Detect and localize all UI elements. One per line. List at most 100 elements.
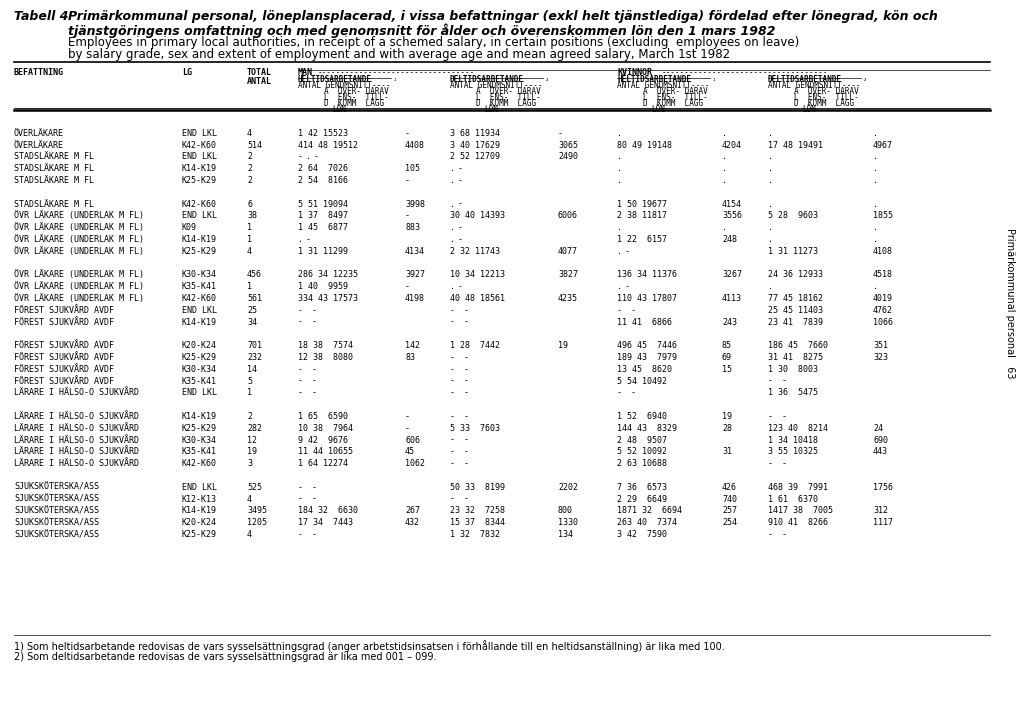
Text: 1 22  6157: 1 22 6157 [617,235,667,244]
Text: TOTAL: TOTAL [247,68,272,77]
Text: 3495: 3495 [247,506,267,515]
Text: FÖREST SJUKVÅRD AVDF: FÖREST SJUKVÅRD AVDF [14,377,114,386]
Text: DELTIDSARBETANDE: DELTIDSARBETANDE [768,75,842,84]
Text: -: - [405,212,410,221]
Text: ²: ² [546,79,548,84]
Text: 11 44 10655: 11 44 10655 [298,447,353,456]
Text: 1 34 10418: 1 34 10418 [768,436,818,444]
Text: .: . [873,223,878,232]
Text: 414 48 19512: 414 48 19512 [298,141,358,150]
Text: -: - [312,483,317,492]
Text: 4154: 4154 [722,200,742,209]
Text: .: . [722,223,727,232]
Text: 4113: 4113 [722,294,742,303]
Text: 334 43 17573: 334 43 17573 [298,294,358,303]
Text: 282: 282 [247,424,262,433]
Text: -: - [298,388,303,397]
Text: K42-K60: K42-K60 [182,200,217,209]
Text: Primärkommunal personal, löneplansplacerad, i vissa befattningar (exkl helt tjän: Primärkommunal personal, löneplansplacer… [68,10,938,23]
Text: -: - [617,306,622,315]
Text: 1 32  7832: 1 32 7832 [450,530,500,539]
Text: ²: ² [864,79,866,84]
Text: 286 34 12235: 286 34 12235 [298,271,358,279]
Text: 456: 456 [247,271,262,279]
Text: -: - [464,306,469,315]
Text: LÖN: LÖN [484,105,498,114]
Text: 1855: 1855 [873,212,893,221]
Text: K30-K34: K30-K34 [182,436,217,444]
Text: -: - [558,129,563,138]
Text: LÖN: LÖN [332,105,346,114]
Text: -: - [312,495,317,503]
Text: 1 50 19677: 1 50 19677 [617,200,667,209]
Text: -: - [631,388,636,397]
Text: STADSLÄKARE M FL: STADSLÄKARE M FL [14,176,94,185]
Text: ÖVR LÄKARE (UNDERLAK M FL): ÖVR LÄKARE (UNDERLAK M FL) [14,212,144,221]
Text: -: - [458,223,463,232]
Text: 2: 2 [247,412,252,421]
Text: 30 40 14393: 30 40 14393 [450,212,505,221]
Text: .: . [450,200,455,209]
Text: 883: 883 [405,223,420,232]
Text: 2 64  7026: 2 64 7026 [298,165,348,173]
Text: -: - [464,377,469,386]
Text: -: - [405,412,410,421]
Text: FÖREST SJUKVÅRD AVDF: FÖREST SJUKVÅRD AVDF [14,306,114,315]
Text: -: - [405,282,410,291]
Text: K42-K60: K42-K60 [182,141,217,150]
Text: D  KOMM  LÄGG: D KOMM LÄGG [643,99,703,108]
Text: 3267: 3267 [722,271,742,279]
Text: ÖVERLÄKARE: ÖVERLÄKARE [14,129,64,138]
Text: 2 38 11817: 2 38 11817 [617,212,667,221]
Text: -: - [314,153,319,162]
Text: FÖREST SJUKVÅRD AVDF: FÖREST SJUKVÅRD AVDF [14,341,114,350]
Text: 1) Som heltidsarbetande redovisas de vars sysselsättningsgrad (anger arbetstidsi: 1) Som heltidsarbetande redovisas de var… [14,640,724,652]
Text: 1 42 15523: 1 42 15523 [298,129,348,138]
Text: 12: 12 [247,436,257,444]
Text: 15 37  8344: 15 37 8344 [450,518,505,527]
Text: 17 34  7443: 17 34 7443 [298,518,353,527]
Text: .: . [768,129,773,138]
Text: K35-K41: K35-K41 [182,282,217,291]
Text: K30-K34: K30-K34 [182,271,217,279]
Text: 2 48  9507: 2 48 9507 [617,436,667,444]
Text: 23 41  7839: 23 41 7839 [768,318,822,327]
Text: END LKL: END LKL [182,212,217,221]
Text: -: - [768,459,773,468]
Text: 4762: 4762 [873,306,893,315]
Text: FÖREST SJUKVÅRD AVDF: FÖREST SJUKVÅRD AVDF [14,318,114,327]
Text: D  KOMM  LÄGG: D KOMM LÄGG [476,99,536,108]
Text: -: - [450,365,455,374]
Text: 1: 1 [247,388,252,397]
Text: 1 28  7442: 1 28 7442 [450,341,500,350]
Text: 3: 3 [247,459,252,468]
Text: A  ÖVER- DARAV: A ÖVER- DARAV [643,87,708,96]
Text: ÖVR LÄKARE (UNDERLAK M FL): ÖVR LÄKARE (UNDERLAK M FL) [14,282,144,291]
Text: K25-K29: K25-K29 [182,424,217,433]
Text: -: - [458,282,463,291]
Text: -: - [458,200,463,209]
Text: -: - [464,388,469,397]
Text: 263 40  7374: 263 40 7374 [617,518,677,527]
Text: -: - [464,447,469,456]
Text: K25-K29: K25-K29 [182,247,217,256]
Text: HELTIDSARBETANDE: HELTIDSARBETANDE [298,75,372,84]
Text: END LKL: END LKL [182,153,217,162]
Text: L  ENS-  TILL-: L ENS- TILL- [643,93,708,102]
Text: .: . [298,235,303,244]
Text: K14-K19: K14-K19 [182,165,217,173]
Text: 5 51 19094: 5 51 19094 [298,200,348,209]
Text: ÖVR LÄKARE (UNDERLAK M FL): ÖVR LÄKARE (UNDERLAK M FL) [14,247,144,256]
Text: ¹: ¹ [394,79,397,84]
Text: -: - [312,318,317,327]
Text: 83: 83 [405,353,415,362]
Text: 1: 1 [247,223,252,232]
Text: 4518: 4518 [873,271,893,279]
Text: K42-K60: K42-K60 [182,294,217,303]
Text: ANTAL: ANTAL [247,77,272,86]
Text: .: . [768,153,773,162]
Text: 800: 800 [558,506,573,515]
Text: 5 33  7603: 5 33 7603 [450,424,500,433]
Text: SJUKSKÖTERSKA/ASS: SJUKSKÖTERSKA/ASS [14,495,99,503]
Text: A  ÖVER- DARAV: A ÖVER- DARAV [794,87,858,96]
